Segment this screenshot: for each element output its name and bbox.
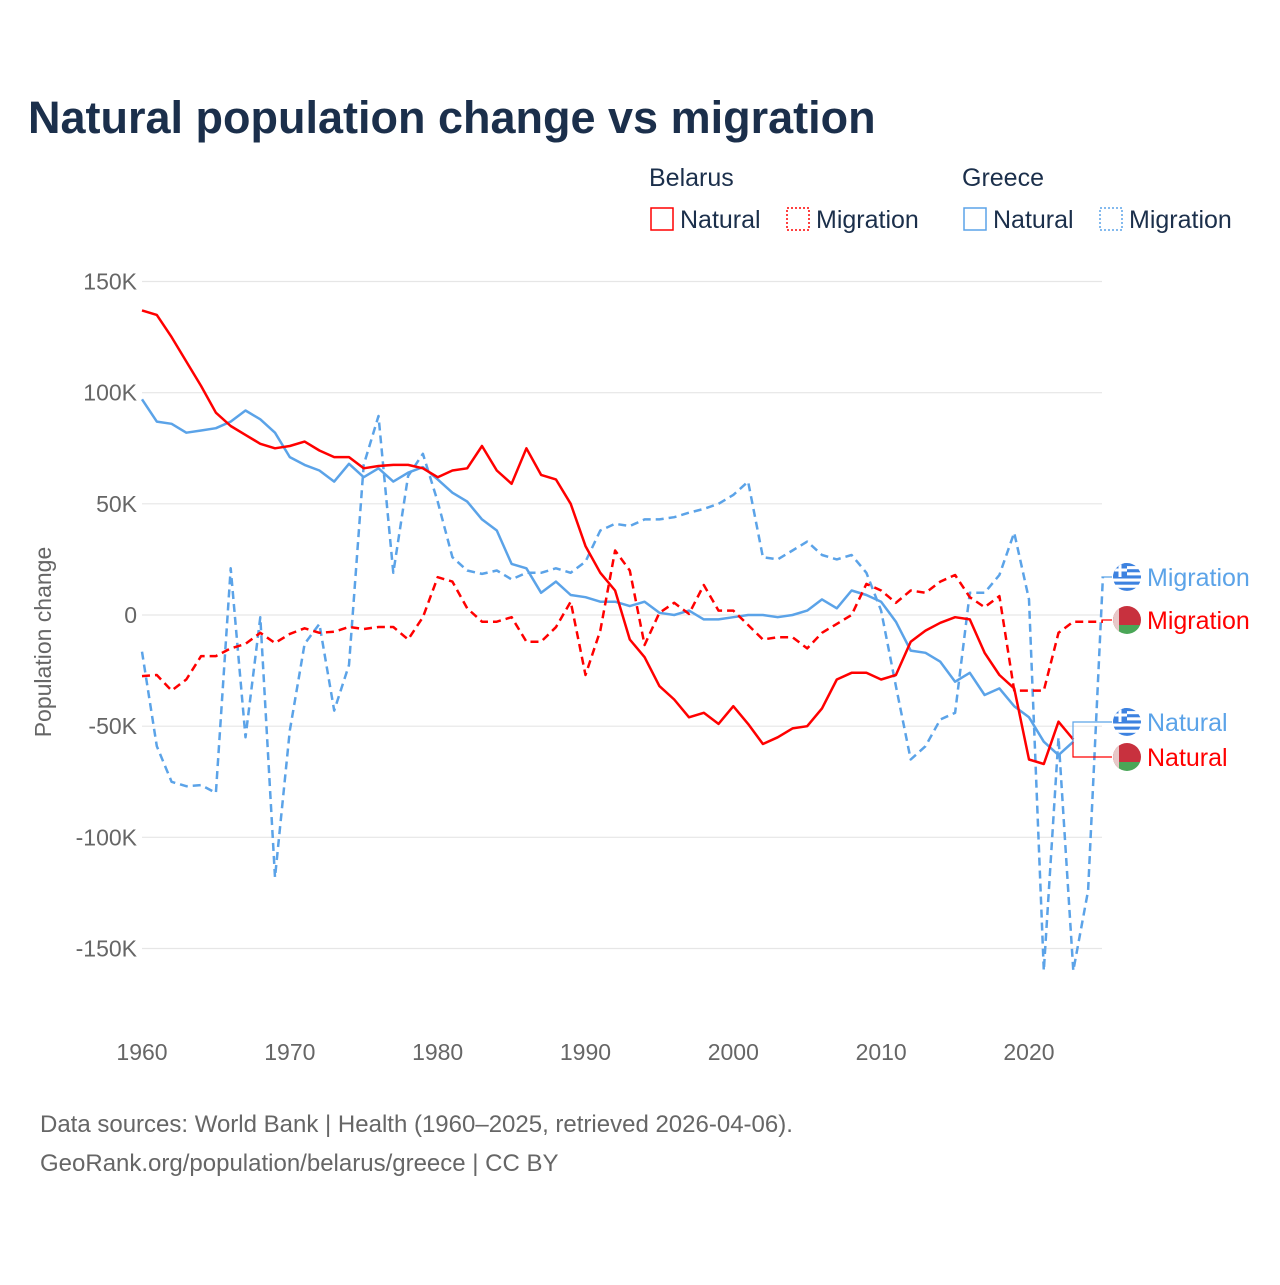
end-label-greece-natural: Natural [1147,709,1228,737]
y-tick-label: -50K [88,713,137,739]
x-axis-ticks: 1960 1970 1980 1990 2000 2010 2020 [116,1039,1054,1065]
x-tick-label: 1990 [560,1039,611,1065]
line-greece-natural[interactable] [142,399,1073,755]
legend: Belarus Natural Migration Greece Natural… [649,164,1232,234]
legend-group-belarus: Belarus [649,164,734,192]
x-tick-label: 1970 [264,1039,315,1065]
x-tick-label: 2000 [708,1039,759,1065]
y-tick-label: 0 [124,602,137,628]
legend-group-greece: Greece [962,164,1044,192]
line-greece-migration[interactable] [142,416,1103,971]
chart-title: Natural population change vs migration [28,92,876,143]
greece-flag-icon [1113,708,1141,736]
x-tick-label: 1980 [412,1039,463,1065]
y-axis-ticks: 150K 100K 50K 0 -50K -100K -150K [76,269,138,962]
greece-flag-icon [1113,563,1141,591]
legend-label-belarus-migration[interactable]: Migration [816,206,919,234]
end-label-greece-migration: Migration [1147,564,1250,592]
x-tick-label: 2020 [1003,1039,1054,1065]
line-belarus-migration[interactable] [142,551,1103,691]
belarus-flag-icon [1113,606,1141,634]
y-tick-label: 150K [83,269,137,295]
y-tick-label: -100K [76,824,138,850]
footer-link[interactable]: GeoRank.org/population/belarus/greece | … [40,1150,559,1177]
legend-swatch-greece-migration[interactable] [1100,208,1122,230]
footer-sources: Data sources: World Bank | Health (1960–… [40,1111,793,1138]
x-tick-label: 2010 [856,1039,907,1065]
label-connector [1073,740,1112,757]
y-tick-label: 50K [96,491,138,517]
legend-label-belarus-natural[interactable]: Natural [680,206,761,234]
x-tick-label: 1960 [116,1039,167,1065]
y-tick-label: -150K [76,936,138,962]
legend-swatch-greece-natural[interactable] [964,208,986,230]
legend-label-greece-migration[interactable]: Migration [1129,206,1232,234]
label-connector [1102,620,1112,622]
legend-label-greece-natural[interactable]: Natural [993,206,1074,234]
label-connector [1073,722,1112,742]
end-label-belarus-natural: Natural [1147,744,1228,772]
end-label-belarus-migration: Migration [1147,607,1250,635]
legend-swatch-belarus-natural[interactable] [651,208,673,230]
y-tick-label: 100K [83,380,137,406]
series-lines [142,310,1103,970]
y-axis-label: Population change [30,547,56,738]
line-belarus-natural[interactable] [142,310,1073,764]
belarus-flag-icon [1113,743,1141,771]
legend-swatch-belarus-migration[interactable] [787,208,809,230]
